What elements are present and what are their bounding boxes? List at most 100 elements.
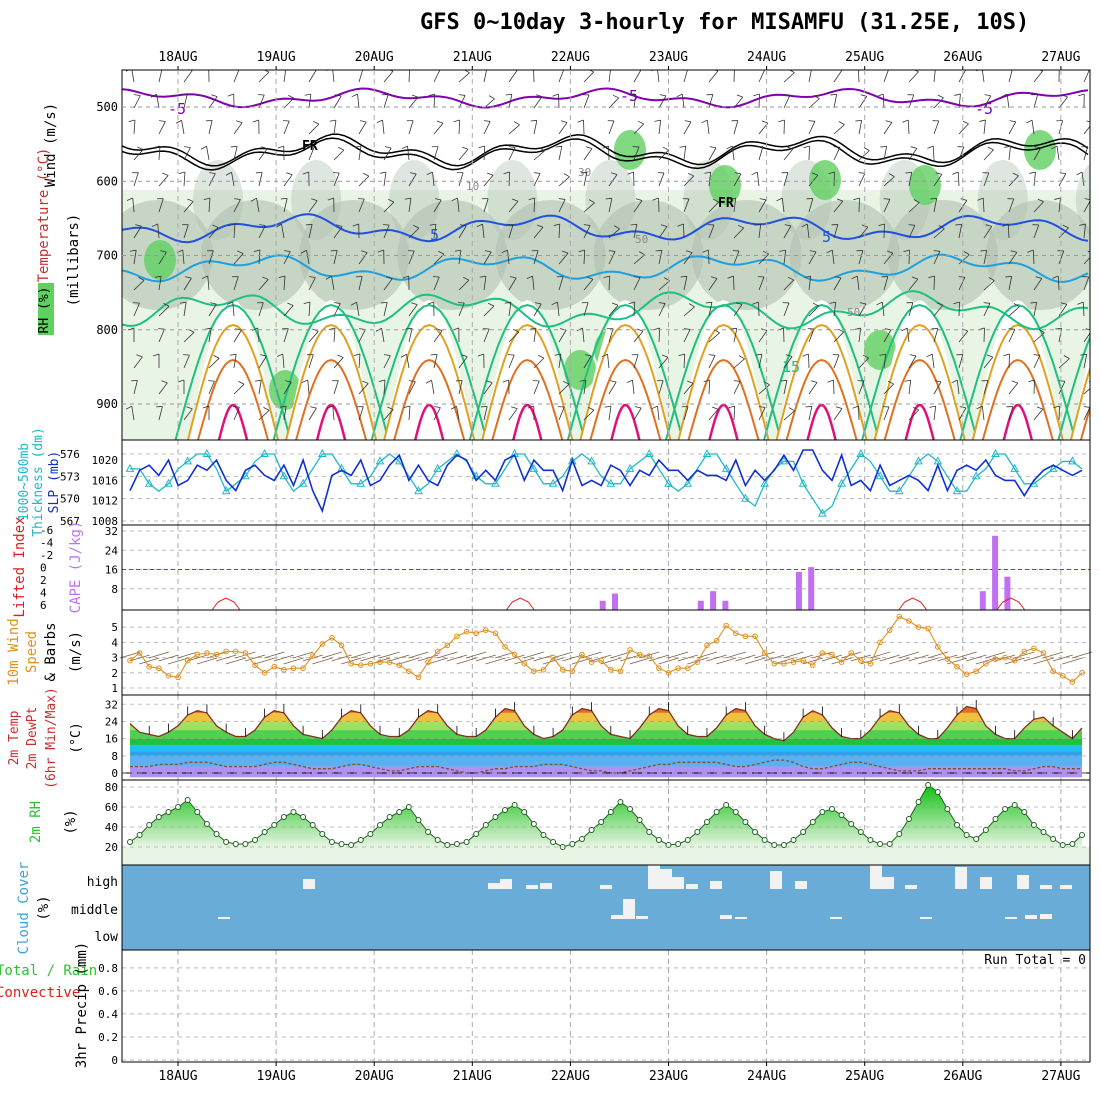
contour-label: 5 xyxy=(822,228,831,246)
slp-label: SLP (mb) xyxy=(47,451,62,514)
wind-barb-10m xyxy=(312,658,332,664)
temp-label: 2m Temp xyxy=(7,710,22,765)
millibars-label: (millibars) xyxy=(66,214,82,307)
rh-point xyxy=(522,810,527,815)
rh2m-unit-label: (%) xyxy=(63,809,79,834)
cape-bar xyxy=(710,591,716,610)
cape-bar xyxy=(1004,577,1010,610)
rh-point xyxy=(935,790,940,795)
dewpt-label: 2m DewPt xyxy=(25,707,40,770)
date-label-top: 23AUG xyxy=(649,50,688,65)
temp-band xyxy=(122,745,1090,751)
wind-barb-10m xyxy=(1014,652,1034,658)
rh-point xyxy=(829,807,834,812)
rh-point xyxy=(137,833,142,838)
cloud-bar-high xyxy=(500,879,512,889)
cloud-bar-high xyxy=(686,884,698,889)
pressure-tick: 800 xyxy=(96,323,118,337)
date-label-top: 24AUG xyxy=(747,50,786,65)
rh-point xyxy=(983,828,988,833)
rh-point xyxy=(743,820,748,825)
rh-point xyxy=(166,810,171,815)
cloud-background xyxy=(122,865,1090,950)
rh-point xyxy=(195,810,200,815)
thickness-point xyxy=(203,450,210,457)
thickness-point xyxy=(319,450,326,457)
rh-blob-green xyxy=(614,130,646,170)
wind-barb-10m xyxy=(918,658,938,664)
wind-barb-10m xyxy=(716,658,736,664)
lifted-tick: -2 xyxy=(40,549,53,562)
thickness-line xyxy=(130,454,1082,514)
cloud-bar-high xyxy=(905,885,917,889)
rh-point xyxy=(839,813,844,818)
temp-band xyxy=(122,687,1090,704)
thickness-tick: 576 xyxy=(60,448,80,461)
rh-point xyxy=(368,832,373,837)
lifted-tick: 4 xyxy=(40,587,47,600)
wind-barb-10m xyxy=(457,658,477,664)
cloud-bar-high xyxy=(955,867,967,889)
wind-barb-10m xyxy=(283,658,303,664)
cloud-bar-middle xyxy=(1040,914,1052,919)
pressure-tick: 900 xyxy=(96,397,118,411)
wind-barb-10m xyxy=(197,658,217,664)
rh-point xyxy=(897,832,902,837)
rh-point xyxy=(858,830,863,835)
cloud-bar-high xyxy=(526,885,538,889)
wind-barb-10m xyxy=(784,652,804,658)
rh-point xyxy=(993,817,998,822)
rh-point xyxy=(906,817,911,822)
thickness-point xyxy=(127,465,134,472)
rh-point xyxy=(214,832,219,837)
pressure-tick: 500 xyxy=(96,100,118,114)
precip-frame xyxy=(122,950,1090,1062)
cloud-bar-high xyxy=(1017,875,1029,889)
cloud-bar-middle xyxy=(623,899,635,919)
wind-barb-10m xyxy=(630,658,650,664)
rh-point xyxy=(801,830,806,835)
contour-label: FR xyxy=(718,196,734,211)
cape-bar xyxy=(600,601,606,610)
temp-band xyxy=(122,704,1090,713)
rh-point xyxy=(974,837,979,842)
precip-unit-label: 3hr Precip (mm) xyxy=(74,942,90,1068)
wind-barb-10m xyxy=(687,658,707,664)
rh-point xyxy=(541,833,546,838)
precip-tick: 0.2 xyxy=(98,1031,118,1044)
cloud-bar-middle xyxy=(830,917,842,919)
lifted-index-line xyxy=(212,598,240,610)
slp-tick: 1016 xyxy=(92,474,119,487)
date-label-bottom: 27AUG xyxy=(1041,1069,1080,1084)
cape-frame xyxy=(122,525,1090,610)
wind-tick: 2 xyxy=(111,667,118,680)
wind-barb-10m xyxy=(399,658,419,664)
temp-tick: 8 xyxy=(111,750,118,763)
contour-label: -5 xyxy=(975,100,993,118)
rh-point xyxy=(570,842,575,847)
rh-point xyxy=(224,840,229,845)
cloud-bar-high xyxy=(980,877,992,889)
cloud-bar-high xyxy=(660,869,672,889)
date-label-bottom: 23AUG xyxy=(649,1069,688,1084)
wind-barb-10m xyxy=(485,658,505,664)
temp-tick: 16 xyxy=(105,733,118,746)
cloud-bar-middle xyxy=(735,917,747,919)
rh-point xyxy=(435,838,440,843)
wind-barb-10m xyxy=(678,655,698,661)
precip-tick: 0.8 xyxy=(98,962,118,975)
wind-barb-10m xyxy=(447,655,467,661)
rh-point xyxy=(753,830,758,835)
cloud-bar-middle xyxy=(720,915,732,919)
precip-tick: 0 xyxy=(111,1054,118,1067)
cloud-bar-middle xyxy=(920,917,932,919)
temp-band xyxy=(122,739,1090,745)
rh-point xyxy=(579,837,584,842)
rh-point xyxy=(493,815,498,820)
date-label-top: 22AUG xyxy=(551,50,590,65)
temp-band xyxy=(122,752,1090,756)
thickness-tick: 573 xyxy=(60,470,80,483)
thickness-title: 1000~500mb xyxy=(17,443,32,521)
cloud-bar-high xyxy=(710,881,722,889)
rh-point xyxy=(185,798,190,803)
